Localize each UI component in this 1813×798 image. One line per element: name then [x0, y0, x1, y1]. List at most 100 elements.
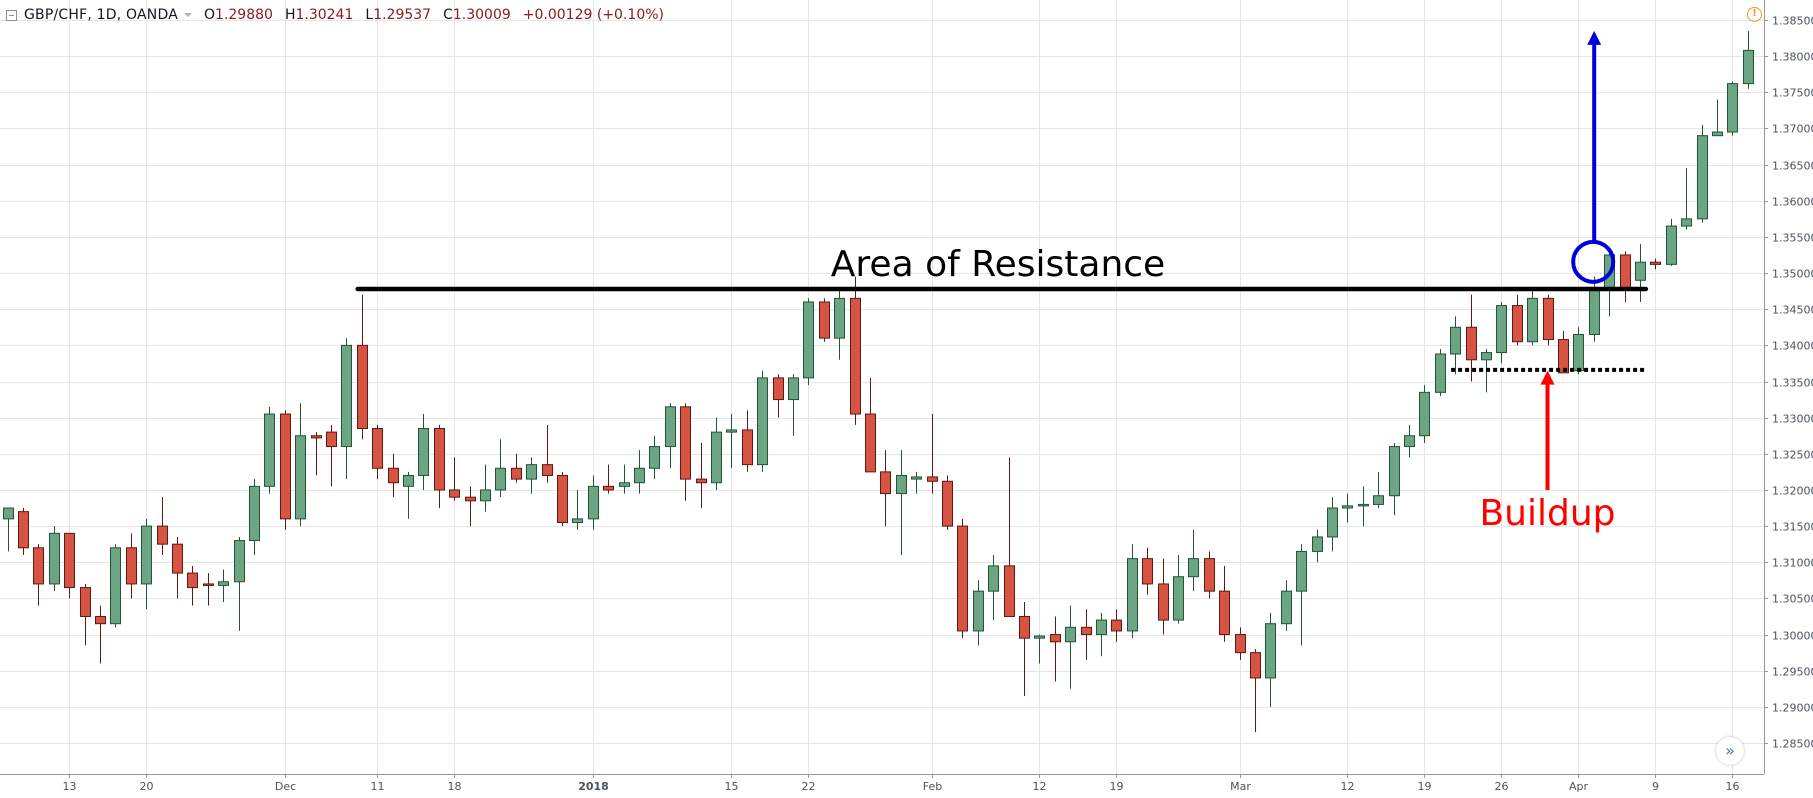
candle [726, 414, 737, 469]
price-tick-label: 1.34500 [1772, 304, 1813, 317]
candle-body-up [649, 446, 660, 469]
candle-body-up [1573, 334, 1584, 372]
candle [141, 518, 152, 610]
candle [434, 424, 445, 509]
candle-body-up [1296, 550, 1307, 592]
candle [1327, 497, 1338, 552]
candle [696, 442, 707, 509]
chevron-down-icon[interactable] [184, 13, 192, 17]
candle [1312, 529, 1323, 563]
candle [80, 583, 91, 646]
candle [1466, 294, 1477, 382]
candle [1435, 348, 1446, 396]
candle-body-down [203, 583, 214, 586]
candle-body-up [1404, 435, 1415, 448]
candle [680, 403, 691, 501]
candle [1558, 330, 1569, 374]
candle-body-down [557, 474, 568, 523]
candle [1127, 544, 1138, 639]
candle [526, 457, 537, 494]
collapse-icon[interactable] [6, 9, 17, 21]
price-tick-label: 1.37500 [1772, 87, 1813, 100]
alert-icon[interactable]: ! [1747, 7, 1762, 22]
time-tick-label: 18 [448, 780, 462, 793]
candle [572, 489, 583, 530]
candle [1342, 493, 1353, 523]
time-tick-label: 12 [1341, 780, 1355, 793]
candle [1050, 616, 1061, 682]
time-tick-label: 19 [1110, 780, 1124, 793]
candle-body-up [619, 482, 630, 487]
candle-body-up [480, 489, 491, 502]
candle-body-up [1666, 225, 1677, 265]
open-value: 1.29880 [215, 7, 273, 23]
candle-body-down [1543, 297, 1554, 341]
price-tick-label: 1.38000 [1772, 51, 1813, 64]
candle-body-down [942, 480, 953, 527]
close-value: 1.30009 [452, 7, 511, 23]
candle-body-up [495, 467, 506, 491]
candle-body-up [711, 431, 722, 484]
candle [264, 406, 275, 494]
price-tick-label: 1.29000 [1772, 702, 1813, 715]
candle-body-up [1342, 505, 1353, 509]
candle [834, 291, 845, 360]
candle [1573, 327, 1584, 375]
candle [234, 536, 245, 631]
candle-body-up [973, 590, 984, 632]
candle [757, 370, 768, 472]
scroll-to-realtime-button[interactable]: » [1716, 737, 1744, 765]
change-value: +0.00129 (+0.10%) [522, 7, 664, 23]
candle [634, 450, 645, 494]
candle [495, 439, 506, 498]
price-tick-label: 1.30000 [1772, 630, 1813, 643]
candle-body-up [1697, 135, 1708, 220]
candle-body-up [1312, 536, 1323, 552]
candle-body-down [157, 525, 168, 545]
candle-body-down [18, 511, 29, 549]
candle [249, 479, 260, 556]
candle-body-down [696, 478, 707, 484]
time-tick-label: 13 [63, 780, 77, 793]
candle [1666, 218, 1677, 266]
price-axis[interactable]: 1.38500 1.38000 1.37500 1.37000 1.36500 1.360… [1764, 15, 1813, 751]
candle-body-down [388, 467, 399, 484]
candle-body-down [1250, 652, 1261, 679]
candle-body-up [572, 518, 583, 523]
candle [788, 374, 799, 436]
candle [1373, 471, 1384, 509]
candle-body-down [603, 485, 614, 491]
candle-body-down [64, 532, 75, 589]
candle-body-up [1589, 287, 1600, 336]
candle [880, 450, 891, 527]
symbol-legend: GBP/CHF, 1D, OANDA O1.29880 H1.30241 L1.… [0, 4, 664, 26]
time-axis[interactable]: 13 20 Dec 11 18 2018 15 22 Feb 12 19 Mar 12 19 26 Apr 9 1… [63, 774, 1740, 793]
candle [588, 475, 599, 530]
candle [1235, 627, 1246, 660]
candle-body-down [1650, 261, 1661, 265]
symbol-title[interactable]: GBP/CHF, 1D, OANDA [24, 7, 178, 23]
time-tick-label: 15 [725, 780, 739, 793]
price-tick-label: 1.32000 [1772, 485, 1813, 498]
candle-body-down [957, 525, 968, 632]
candle [126, 533, 137, 599]
candle [449, 457, 460, 501]
candle-body-down [1204, 558, 1215, 592]
candle-body-up [1281, 590, 1292, 625]
candle-body-up [1188, 558, 1199, 578]
candle [1265, 612, 1276, 707]
candle [911, 471, 922, 494]
candle-body-up [757, 377, 768, 466]
candle-body-up [1034, 635, 1045, 639]
high-value: 1.30241 [295, 7, 354, 23]
candle-body-up [234, 540, 245, 583]
candles-layer [3, 30, 1754, 733]
buildup-arrow-head [1540, 370, 1555, 385]
annotations-layer: Area of Resistance Buildup [355, 30, 1649, 534]
candle-body-down [1158, 583, 1169, 621]
candle-body-down [880, 471, 891, 495]
candle [326, 424, 337, 487]
open-key: O [204, 7, 216, 23]
candle-body-up [141, 525, 152, 585]
